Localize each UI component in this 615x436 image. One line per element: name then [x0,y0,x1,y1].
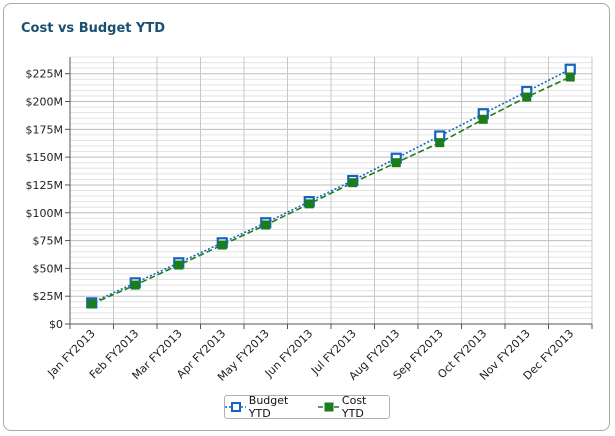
cost-legend-swatch [318,402,339,412]
cost-ytd-point [348,178,358,188]
budget-ytd-line [91,68,571,304]
y-tick-label: $225M [26,68,64,81]
y-tick-label: $25M [33,290,64,303]
data-markers [86,63,576,309]
cost-ytd-line [91,76,571,305]
y-tick-label: $200M [26,96,64,109]
budget-legend-swatch [225,402,246,412]
axes [65,57,593,329]
tick-labels: $0 $25M $50M $75M $100M $125M $150M $175M $200M $… [26,68,577,384]
cost-ytd-point [522,92,532,102]
chart-legend: Budget YTD Cost YTD [224,394,390,420]
legend-item-budget[interactable]: Budget YTD [225,394,310,420]
cost-ytd-point [478,114,488,124]
y-tick-label: $50M [33,262,64,275]
legend-item-cost[interactable]: Cost YTD [318,394,389,420]
legend-label-cost: Cost YTD [341,394,367,420]
y-tick-label: $125M [26,179,64,192]
y-tick-label: $175M [26,123,64,136]
budget-ytd-point [564,63,576,75]
cost-ytd-point [565,72,575,82]
cost-ytd-point [391,158,401,168]
cost-ytd-point [87,299,97,309]
chart-title: Cost vs Budget YTD [21,21,166,36]
chart-panel [3,3,610,431]
cost-ytd-point [217,240,227,250]
y-tick-label: $75M [33,235,64,248]
cost-ytd-point [435,138,445,148]
cost-ytd-point [174,260,184,270]
y-tick-label: $0 [49,318,63,331]
legend-label-budget: Budget YTD [248,394,289,420]
y-tick-label: $100M [26,207,64,220]
cost-ytd-point [130,280,140,290]
grid-lines [70,56,593,324]
y-tick-label: $150M [26,151,64,164]
cost-ytd-point [304,199,314,209]
series-lines [91,68,571,305]
cost-ytd-point [261,220,271,230]
